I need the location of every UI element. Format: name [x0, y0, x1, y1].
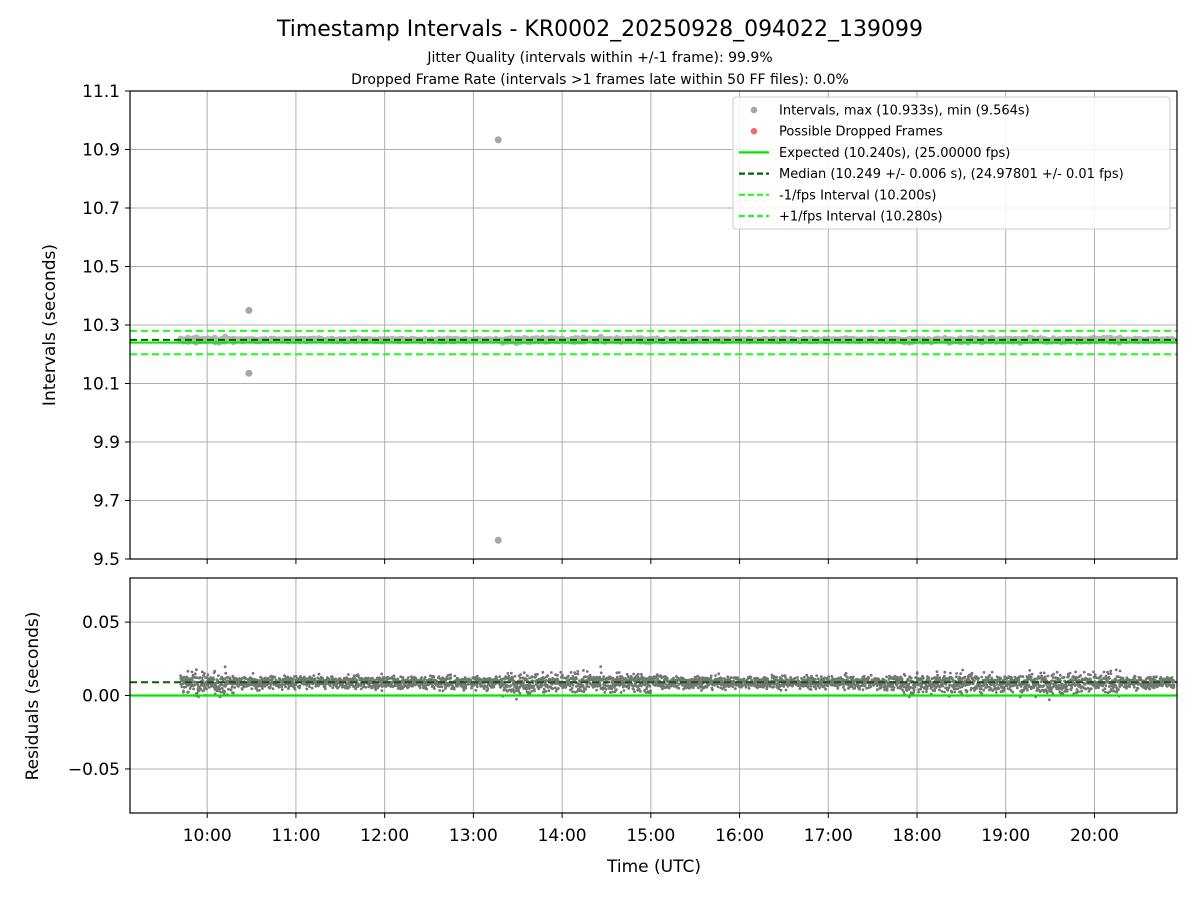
bottom-y-tick-label: 0.05 — [82, 613, 120, 633]
legend-marker-dot — [750, 106, 758, 114]
legend-label: Intervals, max (10.933s), min (9.564s) — [779, 104, 1030, 119]
bottom-residual-points — [179, 665, 1176, 702]
legend-marker-dot — [750, 127, 758, 135]
top-y-tick-label: 9.9 — [93, 433, 120, 453]
x-tick-label: 11:00 — [271, 826, 320, 846]
top-y-tick-label: 10.3 — [82, 316, 120, 336]
x-tick-label: 16:00 — [715, 826, 764, 846]
top-y-tick-label: 11.1 — [82, 82, 120, 102]
x-tick-label: 17:00 — [804, 826, 853, 846]
bottom-reference-lines — [130, 681, 1177, 697]
x-tick-label: 19:00 — [981, 826, 1030, 846]
residual-point-cloud — [179, 665, 1176, 702]
x-axis-label: Time (UTC) — [606, 857, 701, 877]
top-reference-lines — [130, 329, 1177, 356]
interval-outlier-point — [494, 536, 502, 544]
legend-box — [732, 96, 1171, 230]
x-tick-label: 14:00 — [538, 826, 587, 846]
interval-outlier-point — [494, 136, 502, 144]
x-tick-label: 10:00 — [183, 826, 232, 846]
ticks: 10:00 11:00 12:00 13:00 14:00 15:00 16:00 17:00… — [68, 82, 1119, 846]
top-y-tick-label: 9.5 — [93, 550, 120, 570]
top-y-tick-label: 10.9 — [82, 141, 120, 161]
chart-title: Timestamp Intervals - KR0002_20250928_09… — [276, 17, 923, 42]
legend-label: Possible Dropped Frames — [779, 125, 943, 140]
interval-outlier-point — [245, 369, 253, 377]
legend: Intervals, max (10.933s), min (9.564s) Po… — [732, 96, 1171, 230]
top-y-tick-label: 10.5 — [82, 258, 120, 278]
x-tick-label: 12:00 — [360, 826, 409, 846]
x-tick-label: 15:00 — [626, 826, 675, 846]
chart-subtitle-1: Jitter Quality (intervals within +/-1 fr… — [426, 50, 772, 66]
bottom-y-tick-label: −0.05 — [68, 760, 120, 780]
bottom-y-tick-label: 0.00 — [82, 687, 120, 707]
legend-label: +1/fps Interval (10.280s) — [779, 210, 943, 225]
x-tick-label: 13:00 — [449, 826, 498, 846]
x-tick-label: 18:00 — [893, 826, 942, 846]
legend-label: -1/fps Interval (10.200s) — [779, 188, 936, 203]
legend-label: Expected (10.240s), (25.00000 fps) — [779, 146, 1010, 161]
bottom-ylabel: Residuals (seconds) — [23, 612, 43, 781]
top-ylabel: Intervals (seconds) — [40, 244, 60, 406]
interval-outlier-point — [245, 306, 253, 314]
legend-label: Median (10.249 +/- 0.006 s), (24.97801 +… — [779, 167, 1124, 182]
top-y-tick-label: 9.7 — [93, 492, 120, 512]
top-y-tick-label: 10.7 — [82, 199, 120, 219]
x-tick-label: 20:00 — [1070, 826, 1119, 846]
chart-subtitle-2: Dropped Frame Rate (intervals >1 frames … — [351, 72, 849, 88]
top-y-tick-label: 10.1 — [82, 375, 120, 395]
